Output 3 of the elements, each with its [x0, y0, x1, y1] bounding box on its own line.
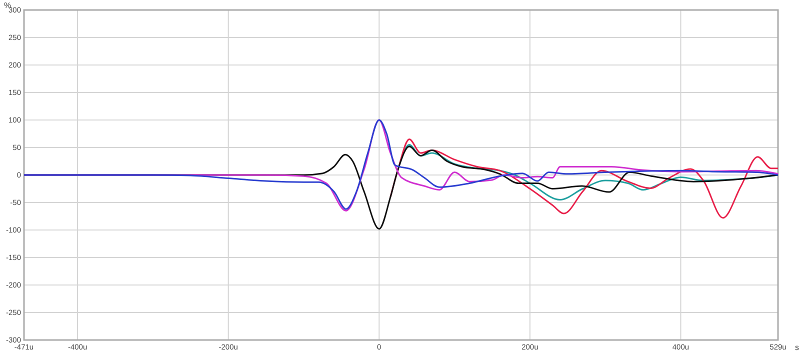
- x-axis-title: s: [795, 343, 799, 352]
- y-axis-title: %: [4, 1, 12, 10]
- line-series: [390, 138, 779, 219]
